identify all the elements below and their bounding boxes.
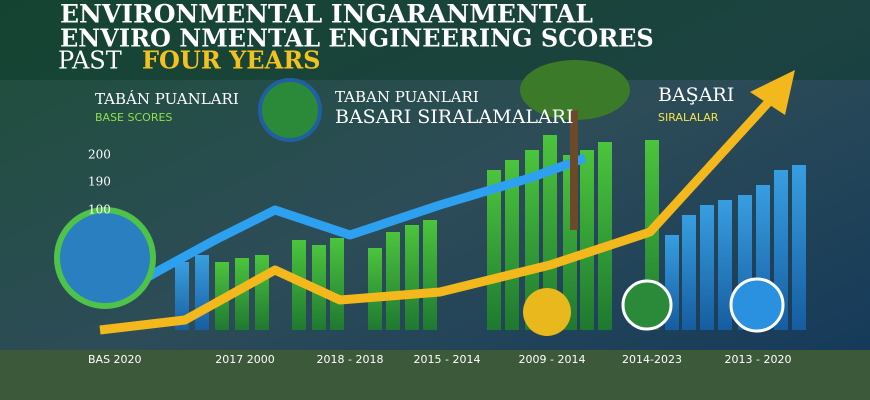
bar [235,258,249,330]
x-label: 2009 - 2014 [519,353,586,366]
subtitle-prefix: PAST [58,47,122,75]
tree-trunk [570,110,578,230]
subtitle-highlight: FOUR YEARS [142,46,321,75]
bar [195,255,209,330]
x-label: 2014-2023 [622,353,682,366]
arrow-head [750,70,795,115]
tree-crown [520,60,630,120]
legend-left-title: TABÁN PUANLARI [95,90,239,108]
bar [598,142,612,330]
ground [0,350,870,400]
bar [525,150,539,330]
bar [487,170,501,330]
legend-center-sub: BASARI SIRALAMALARI [335,106,573,128]
x-label: BAS 2020 [88,353,142,366]
bar [682,215,696,330]
bar [700,205,714,330]
bar [175,262,189,330]
globe-icon [54,207,156,309]
bar [505,160,519,330]
bar [543,135,557,330]
recycle-icon [523,288,571,336]
x-label: 2013 - 2020 [725,353,792,366]
water-icon [729,277,785,333]
bar [792,165,806,330]
legend-center-title: TABAN PUANLARI [335,88,479,106]
blue-line [97,153,587,309]
x-label: 2017 2000 [215,353,275,366]
bar [255,255,269,330]
axis-label: 200 [88,148,111,162]
bar [330,238,344,330]
legend-left-sub: BASE SCORES [95,111,172,124]
axis-label: 190 [88,175,111,189]
header-band [0,0,870,80]
bar [580,150,594,330]
bar [368,248,382,330]
axis-labels: 200 190 100 [88,148,111,217]
x-label: 2015 - 2014 [414,353,481,366]
legend-right-title: BAŞARI [658,84,734,106]
bar [405,225,419,330]
x-label: 2018 - 2018 [317,353,384,366]
x-labels: BAS 2020 2017 2000 2018 - 2018 2015 - 2014 2… [88,353,791,366]
bar [718,200,732,330]
title-line-2: ENVIRO NMENTAL ENGINEERING SCORES [60,24,654,53]
title-line-1: ENVIRONMENTAL INGARANMENTAL [60,0,593,29]
legend-right-sub: SIRALALAR [658,111,719,124]
earth-icon [258,78,322,142]
yellow-line [99,91,779,335]
eco-icon [621,279,673,331]
axis-label: 100 [88,203,111,217]
bar [386,232,400,330]
bar [423,220,437,330]
